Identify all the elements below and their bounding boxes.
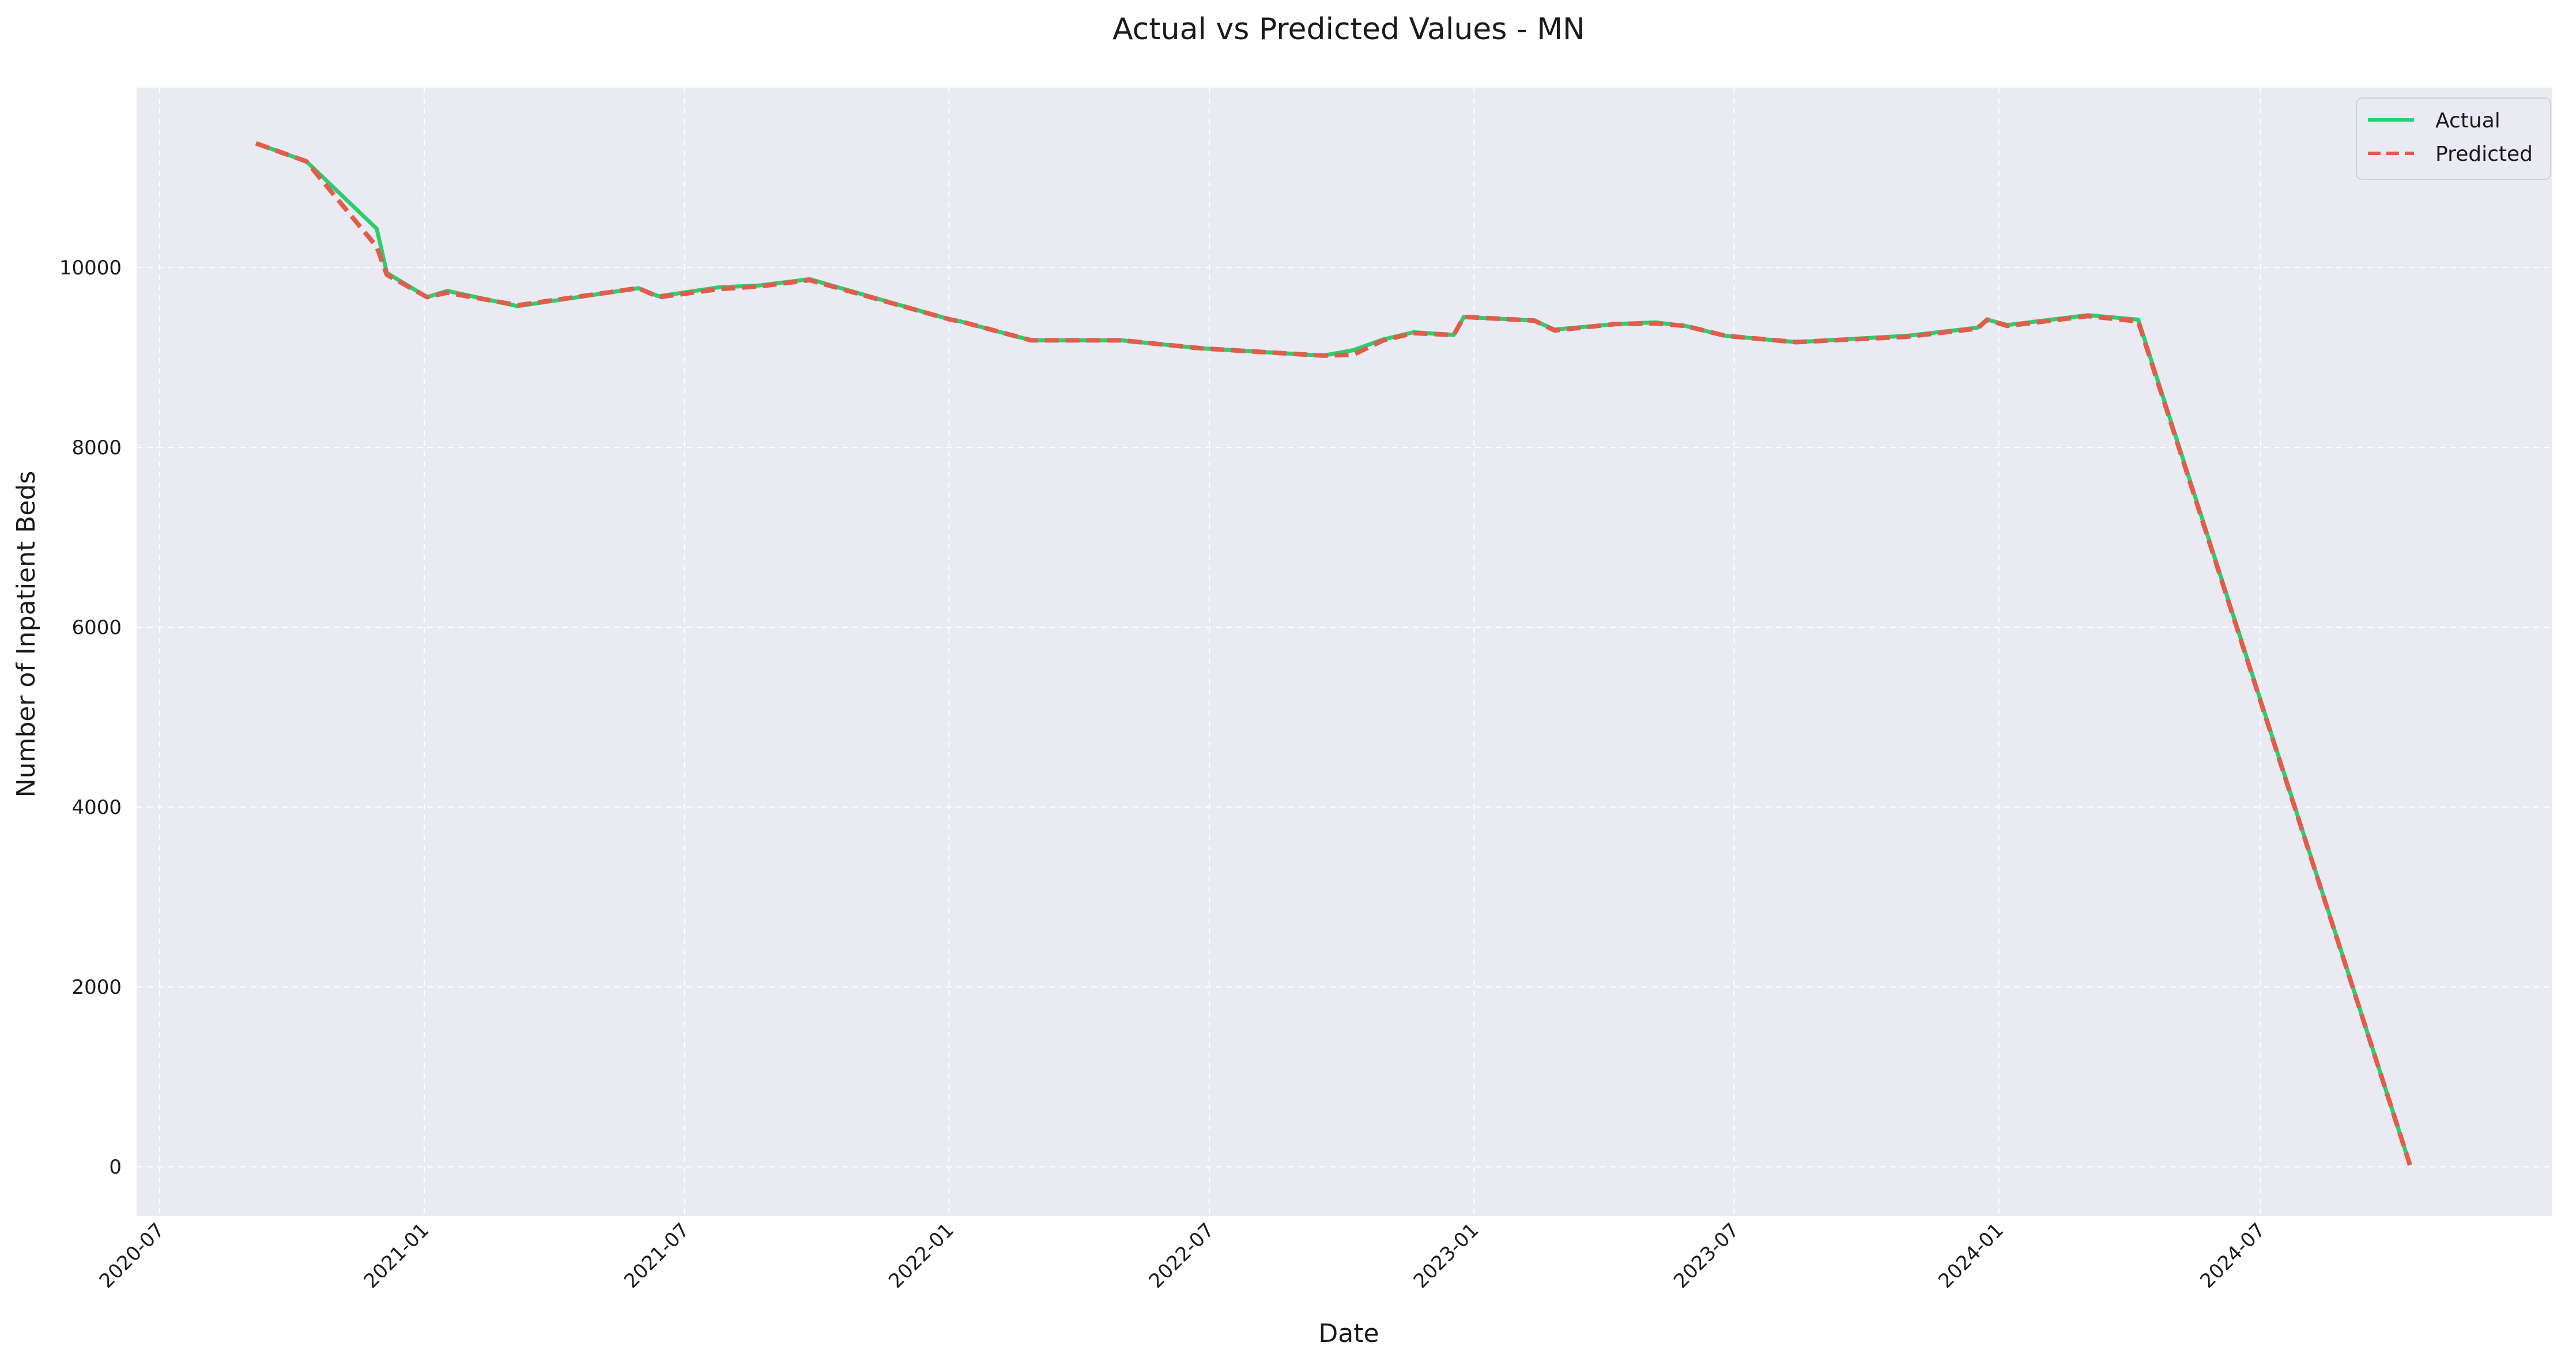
- series-line-predicted: [255, 141, 2412, 1166]
- grid: [137, 88, 2552, 1216]
- y-tick-label: 6000: [71, 616, 122, 639]
- series-lines: [255, 141, 2412, 1166]
- y-tick-label: 8000: [71, 436, 122, 459]
- y-tick-label: 0: [109, 1156, 122, 1179]
- plot-area: [137, 88, 2552, 1216]
- y-tick-label: 4000: [71, 796, 122, 819]
- y-axis-label: Number of Inpatient Beds: [12, 471, 41, 798]
- x-axis-label: Date: [1318, 1319, 1379, 1348]
- legend-actual-label: Actual: [2435, 109, 2500, 133]
- y-tick-label: 2000: [71, 976, 122, 999]
- chart-title: Actual vs Predicted Values - MN: [1112, 12, 1585, 47]
- legend: Actual Predicted: [2356, 97, 2551, 180]
- y-tick-label: 10000: [59, 257, 122, 280]
- legend-predicted-label: Predicted: [2435, 142, 2533, 166]
